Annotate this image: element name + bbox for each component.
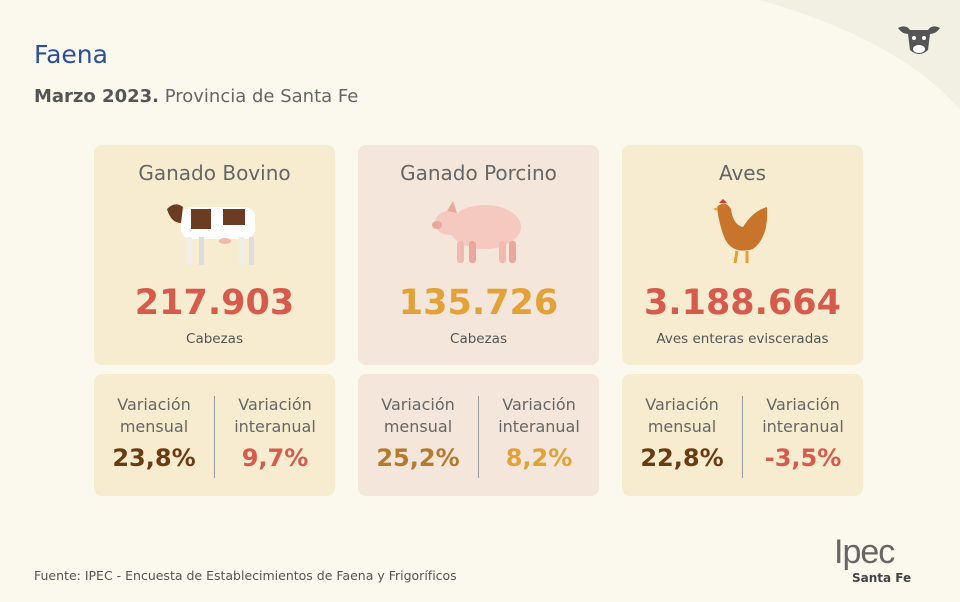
variation-value: 25,2%	[376, 444, 460, 472]
subtitle-date: Marzo 2023.	[34, 86, 159, 107]
variation: Variación mensual 25,2%	[358, 394, 478, 472]
cow-logo	[898, 26, 940, 54]
card-title: Ganado Porcino	[400, 161, 557, 185]
card-top: Aves 3.188.664 Aves enteras evisceradas	[622, 145, 863, 365]
variation-label: Variación mensual	[645, 395, 719, 436]
card-unit: Cabezas	[450, 331, 507, 347]
variation-value: 22,8%	[640, 444, 724, 472]
subtitle: Marzo 2023. Provincia de Santa Fe	[34, 86, 358, 107]
card-bottom: Variación mensual 25,2% Variación interan…	[358, 374, 599, 496]
variation-value: -3,5%	[764, 444, 842, 472]
logo-subtitle: Santa Fe	[852, 571, 912, 585]
variation: Variación mensual 22,8%	[622, 394, 742, 472]
variation-label: Variación mensual	[381, 395, 455, 436]
cow-icon	[166, 204, 255, 265]
separator	[214, 396, 215, 478]
card-title: Ganado Bovino	[138, 161, 291, 185]
variation: Variación mensual 23,8%	[94, 394, 214, 472]
variation-value: 23,8%	[112, 444, 196, 472]
card-bottom: Variación mensual 22,8% Variación interan…	[622, 374, 863, 496]
card-value: 3.188.664	[643, 283, 842, 323]
source: Fuente: IPEC - Encuesta de Establecimien…	[34, 568, 457, 583]
card-top: Ganado Bovino 217.903 Cabezas	[94, 145, 335, 365]
card-value: 135.726	[398, 283, 559, 323]
card-unit: Cabezas	[186, 331, 243, 347]
variation-label: Variación interanual	[762, 395, 844, 436]
card-unit: Aves enteras evisceradas	[656, 331, 829, 347]
card-title: Aves	[718, 161, 767, 185]
card-value: 217.903	[134, 283, 295, 323]
variation: Variación interanual -3,5%	[743, 394, 863, 472]
variation-value: 8,2%	[505, 444, 573, 472]
logo: Ipec	[834, 533, 895, 571]
hen-icon	[712, 199, 767, 264]
separator	[478, 396, 479, 478]
card-top: Ganado Porcino 135.726 Cabezas	[358, 145, 599, 365]
subtitle-region: Provincia de Santa Fe	[164, 86, 359, 107]
pig-icon	[431, 201, 521, 263]
card-bottom: Variación mensual 23,8% Variación interan…	[94, 374, 335, 496]
variation-label: Variación interanual	[498, 395, 580, 436]
separator	[742, 396, 743, 478]
variation-label: Variación interanual	[234, 395, 316, 436]
variation: Variación interanual 8,2%	[479, 394, 599, 472]
variation-label: Variación mensual	[117, 395, 191, 436]
variation-value: 9,7%	[241, 444, 309, 472]
variation: Variación interanual 9,7%	[215, 394, 335, 472]
title: Faena	[34, 40, 108, 69]
